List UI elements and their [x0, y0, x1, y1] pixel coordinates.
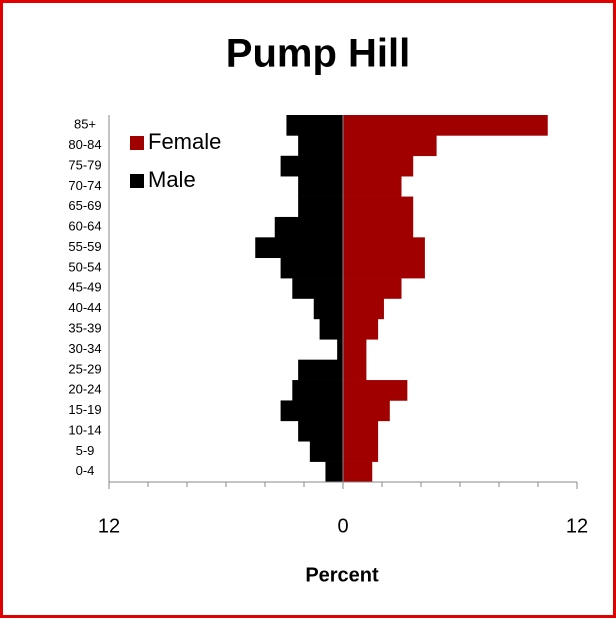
y-tick-label: 45-49: [68, 280, 101, 295]
y-tick-label: 80-84: [68, 137, 101, 152]
bar: [309, 441, 343, 462]
y-tick-label: 35-39: [68, 321, 101, 336]
bar: [280, 400, 343, 422]
bar: [280, 155, 343, 177]
bar: [343, 135, 437, 157]
bar: [292, 278, 343, 299]
y-tick-label: 5-9: [76, 443, 95, 458]
bar: [298, 420, 343, 442]
y-tick-label: 20-24: [68, 382, 101, 397]
bar: [343, 176, 402, 197]
y-tick-label: 55-59: [68, 239, 101, 254]
x-axis-label: Percent: [305, 564, 379, 586]
bar: [343, 420, 379, 442]
y-tick-label: 75-79: [68, 157, 101, 172]
bar: [343, 196, 414, 218]
y-tick-label: 15-19: [68, 402, 101, 417]
bar: [343, 400, 390, 422]
y-tick-label: 40-44: [68, 300, 101, 315]
bar: [274, 216, 343, 238]
x-tick-label: 12: [98, 515, 120, 537]
bar: [343, 359, 367, 381]
bar: [343, 257, 425, 279]
legend-swatch: [130, 136, 144, 150]
bar: [292, 380, 343, 401]
y-tick-label: 70-74: [68, 178, 101, 193]
bar: [298, 359, 343, 381]
y-tick-label: 25-29: [68, 361, 101, 376]
chart-title: Pump Hill: [226, 32, 410, 76]
y-tick-label: 85+: [74, 117, 96, 132]
legend-label: Male: [148, 167, 196, 192]
bar: [319, 318, 343, 340]
y-tick-label: 60-64: [68, 219, 101, 234]
y-tick-label: 10-14: [68, 422, 101, 437]
bar: [298, 196, 343, 218]
bar: [298, 176, 343, 197]
bar: [343, 318, 379, 340]
y-tick-label: 0-4: [76, 463, 95, 478]
bar: [255, 237, 343, 259]
bar: [343, 339, 367, 360]
x-tick-label: 0: [337, 515, 348, 537]
bar: [286, 115, 343, 136]
bar: [337, 339, 343, 360]
legend-label: Female: [148, 129, 221, 154]
bar: [280, 257, 343, 279]
bar: [343, 380, 408, 401]
bar: [343, 155, 414, 177]
bar: [343, 237, 425, 259]
bar: [343, 278, 402, 299]
bar: [343, 441, 379, 462]
y-tick-label: 50-54: [68, 259, 101, 274]
bar: [343, 216, 414, 238]
bar: [343, 115, 548, 136]
y-tick-label: 30-34: [68, 341, 101, 356]
bar: [298, 135, 343, 157]
bar: [343, 298, 384, 320]
bar: [313, 298, 343, 320]
y-tick-label: 65-69: [68, 198, 101, 213]
legend-swatch: [130, 174, 144, 188]
bar: [343, 461, 373, 483]
x-tick-label: 12: [566, 515, 588, 537]
bar: [325, 461, 343, 483]
